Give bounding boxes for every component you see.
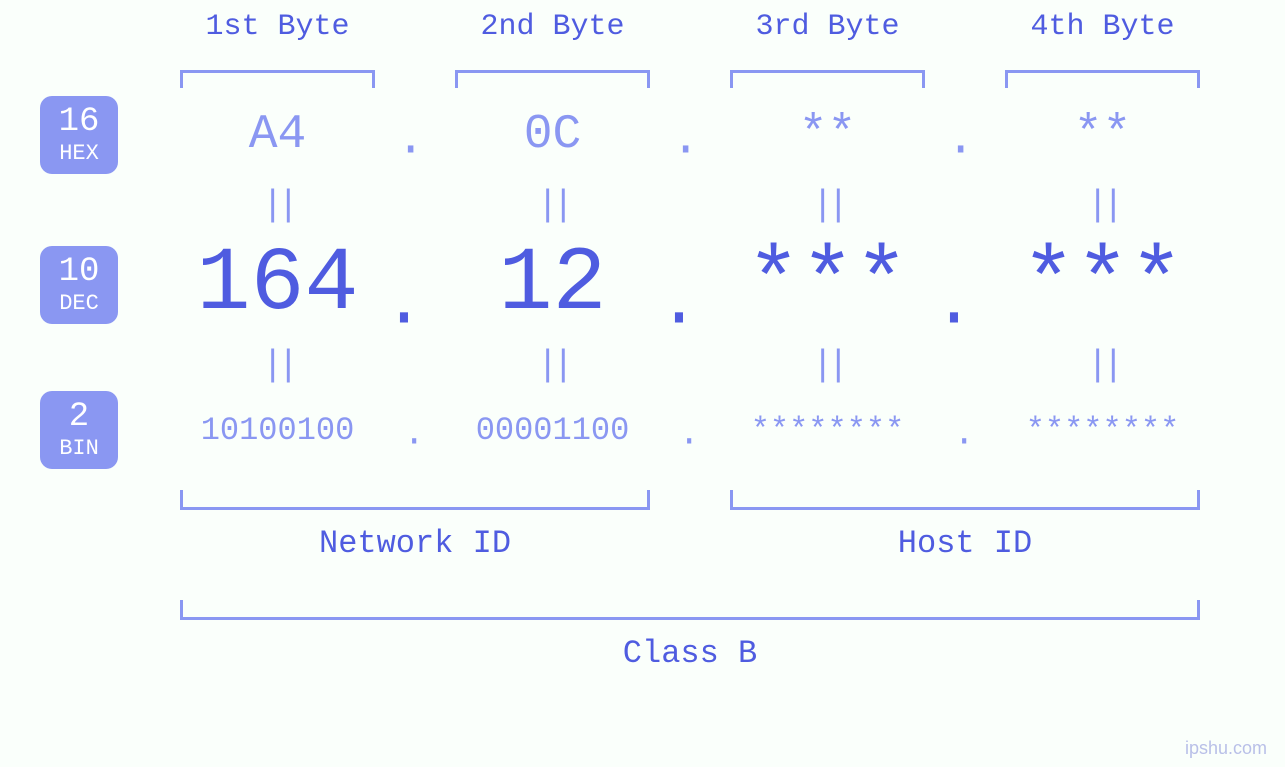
byte-header-4-label: 4th Byte bbox=[965, 0, 1240, 44]
hex-badge: 16 HEX bbox=[40, 96, 118, 174]
network-id-label: Network ID bbox=[140, 525, 690, 562]
bracket-icon bbox=[730, 490, 1200, 510]
equals-icon: || bbox=[965, 185, 1240, 226]
bin-byte-1: 10100100 . bbox=[140, 412, 415, 449]
bracket-icon bbox=[455, 70, 650, 88]
equals-icon: || bbox=[140, 185, 415, 226]
host-id-group: Host ID bbox=[690, 470, 1240, 590]
equals-icon: || bbox=[415, 185, 690, 226]
dec-badge: 10 DEC bbox=[40, 246, 118, 324]
byte-header-3: 3rd Byte bbox=[690, 0, 965, 90]
dec-byte-1: 164 . bbox=[140, 234, 415, 336]
equals-icon: || bbox=[415, 345, 690, 386]
dec-badge-num: 10 bbox=[59, 255, 100, 289]
network-id-group: Network ID bbox=[140, 470, 690, 590]
class-label: Class B bbox=[140, 635, 1240, 672]
byte-header-3-label: 3rd Byte bbox=[690, 0, 965, 44]
ip-diagram: 1st Byte 2nd Byte 3rd Byte 4th Byte 16 H… bbox=[0, 0, 1285, 680]
bracket-icon bbox=[1005, 70, 1200, 88]
host-id-label: Host ID bbox=[690, 525, 1240, 562]
equals-icon: || bbox=[690, 345, 965, 386]
bin-byte-4: ******** bbox=[965, 412, 1240, 449]
bin-byte-2: 00001100 . bbox=[415, 412, 690, 449]
hex-byte-2: 0C . bbox=[415, 108, 690, 162]
credit-text: ipshu.com bbox=[1185, 738, 1267, 759]
byte-header-1: 1st Byte bbox=[140, 0, 415, 90]
equals-icon: || bbox=[140, 345, 415, 386]
byte-header-4: 4th Byte bbox=[965, 0, 1240, 90]
hex-byte-1: A4 . bbox=[140, 108, 415, 162]
hex-byte-3: ** . bbox=[690, 108, 965, 162]
hex-badge-num: 16 bbox=[59, 105, 100, 139]
dec-byte-3: *** . bbox=[690, 234, 965, 336]
byte-header-1-label: 1st Byte bbox=[140, 0, 415, 44]
bracket-icon bbox=[180, 70, 375, 88]
byte-header-2: 2nd Byte bbox=[415, 0, 690, 90]
equals-icon: || bbox=[690, 185, 965, 226]
bin-badge: 2 BIN bbox=[40, 391, 118, 469]
class-group: Class B bbox=[140, 590, 1240, 680]
bin-badge-num: 2 bbox=[69, 400, 89, 434]
dec-byte-4: *** bbox=[965, 234, 1240, 336]
hex-badge-label: HEX bbox=[59, 143, 99, 165]
hex-byte-4: ** bbox=[965, 108, 1240, 162]
equals-icon: || bbox=[965, 345, 1240, 386]
dec-byte-2: 12 . bbox=[415, 234, 690, 336]
bracket-icon bbox=[180, 600, 1200, 620]
bracket-icon bbox=[730, 70, 925, 88]
byte-header-2-label: 2nd Byte bbox=[415, 0, 690, 44]
bin-badge-label: BIN bbox=[59, 438, 99, 460]
dec-badge-label: DEC bbox=[59, 293, 99, 315]
bin-byte-3: ******** . bbox=[690, 412, 965, 449]
bracket-icon bbox=[180, 490, 650, 510]
